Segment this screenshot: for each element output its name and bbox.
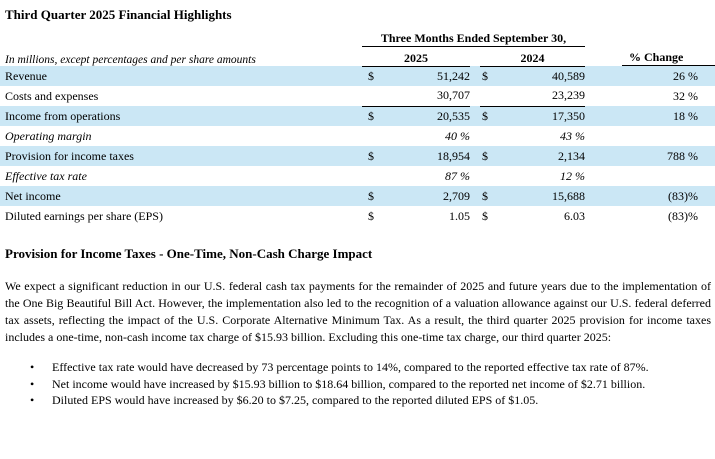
currency-2025: $ bbox=[368, 188, 374, 203]
currency-2024 bbox=[480, 126, 500, 146]
table-header: Three Months Ended September 30, In mill… bbox=[0, 30, 715, 67]
bullet-icon: • bbox=[30, 393, 35, 407]
empty-cell bbox=[0, 30, 362, 46]
spacer bbox=[470, 186, 480, 206]
row-label: Net income bbox=[5, 188, 61, 203]
currency-2025: $ bbox=[368, 208, 374, 223]
currency-2025: $ bbox=[368, 68, 374, 83]
pct-change bbox=[585, 126, 715, 146]
spacer bbox=[470, 106, 480, 126]
period-header: Three Months Ended September 30, bbox=[362, 30, 585, 47]
value-2025: 30,707 bbox=[382, 86, 470, 107]
currency-2025 bbox=[362, 166, 382, 186]
currency-2024 bbox=[480, 166, 500, 186]
currency-2024 bbox=[480, 86, 500, 107]
spacer bbox=[470, 126, 480, 146]
row-net-income: Net income $ 2,709 $ 15,688 (83)% bbox=[0, 186, 715, 206]
bullet-text: Effective tax rate would have decreased … bbox=[52, 360, 649, 374]
row-label: Costs and expenses bbox=[5, 88, 99, 103]
spacer bbox=[470, 166, 480, 186]
currency-2025: $ bbox=[368, 108, 374, 123]
bullet-icon: • bbox=[30, 376, 35, 391]
value-2025: 1.05 bbox=[449, 208, 470, 223]
value-2024: 43 % bbox=[560, 128, 585, 143]
pct-change: (83)% bbox=[668, 208, 698, 223]
value-2024: 40,589 bbox=[552, 68, 585, 83]
value-2024: 17,350 bbox=[552, 108, 585, 123]
row-label: Provision for income taxes bbox=[5, 148, 134, 163]
value-2025: 18,954 bbox=[437, 148, 470, 163]
value-2025: 20,535 bbox=[437, 108, 470, 123]
spacer bbox=[470, 146, 480, 166]
pct-change: (83)% bbox=[668, 188, 698, 203]
pct-change: 18 % bbox=[673, 108, 698, 123]
col-header-pct-change: % Change bbox=[622, 50, 715, 66]
column-header-row: In millions, except percentages and per … bbox=[0, 46, 715, 67]
financial-highlights-table: Three Months Ended September 30, In mill… bbox=[0, 30, 715, 226]
value-2024: 15,688 bbox=[552, 188, 585, 203]
page-title: Third Quarter 2025 Financial Highlights bbox=[5, 7, 232, 22]
row-label: Operating margin bbox=[5, 128, 92, 143]
row-label: Diluted earnings per share (EPS) bbox=[5, 208, 163, 223]
col-header-pct-change-cell: % Change bbox=[585, 46, 715, 66]
currency-2025 bbox=[362, 86, 382, 107]
row-income-from-operations: Income from operations $ 20,535 $ 17,350… bbox=[0, 106, 715, 126]
spacer bbox=[470, 86, 480, 106]
row-costs-and-expenses: Costs and expenses 30,707 23,239 32 % bbox=[0, 86, 715, 107]
bullet-text: Diluted EPS would have increased by $6.2… bbox=[52, 393, 539, 407]
bullet-icon: • bbox=[30, 360, 35, 374]
col-header-2024: 2024 bbox=[480, 46, 585, 67]
currency-2024: $ bbox=[482, 148, 488, 163]
currency-2024: $ bbox=[482, 68, 488, 83]
value-2024: 2,134 bbox=[558, 148, 585, 163]
currency-2025: $ bbox=[368, 148, 374, 163]
value-2024: 23,239 bbox=[500, 86, 585, 107]
section-heading: Provision for Income Taxes - One-Time, N… bbox=[5, 246, 373, 261]
spacer bbox=[470, 46, 480, 66]
bullet-text: Net income would have increased by $15.9… bbox=[52, 376, 646, 391]
row-label: Income from operations bbox=[5, 108, 121, 123]
value-2025: 51,242 bbox=[437, 68, 470, 83]
pct-change bbox=[585, 166, 715, 186]
currency-2024: $ bbox=[482, 208, 488, 223]
row-operating-margin: Operating margin 40 % 43 % bbox=[0, 126, 715, 146]
currency-2024: $ bbox=[482, 108, 488, 123]
spacer bbox=[470, 66, 480, 86]
impact-bullet-list: • Effective tax rate would have decrease… bbox=[0, 359, 715, 409]
row-label: Effective tax rate bbox=[5, 168, 87, 183]
row-provision-for-income-taxes: Provision for income taxes $ 18,954 $ 2,… bbox=[0, 146, 715, 166]
row-effective-tax-rate: Effective tax rate 87 % 12 % bbox=[0, 166, 715, 186]
currency-2024: $ bbox=[482, 188, 488, 203]
value-2025: 2,709 bbox=[443, 188, 470, 203]
pct-change: 32 % bbox=[673, 88, 698, 103]
pct-change: 26 % bbox=[673, 68, 698, 83]
list-item: • Diluted EPS would have increased by $6… bbox=[0, 392, 715, 409]
list-item: • Net income would have increased by $15… bbox=[0, 376, 715, 393]
value-2024: 6.03 bbox=[564, 208, 585, 223]
impact-paragraph: We expect a significant reduction in our… bbox=[5, 279, 711, 344]
row-diluted-eps: Diluted earnings per share (EPS) $ 1.05 … bbox=[0, 206, 715, 226]
units-note: In millions, except percentages and per … bbox=[5, 54, 256, 66]
value-2025: 40 % bbox=[445, 128, 470, 143]
value-2024: 12 % bbox=[560, 168, 585, 183]
row-label: Revenue bbox=[5, 68, 47, 83]
list-item: • Effective tax rate would have decrease… bbox=[0, 359, 715, 376]
pct-change: 788 % bbox=[667, 148, 698, 163]
row-revenue: Revenue $ 51,242 $ 40,589 26 % bbox=[0, 66, 715, 86]
spacer bbox=[470, 206, 480, 226]
empty-cell bbox=[585, 30, 715, 46]
currency-2025 bbox=[362, 126, 382, 146]
value-2025: 87 % bbox=[445, 168, 470, 183]
col-header-2025: 2025 bbox=[362, 46, 470, 67]
period-header-row: Three Months Ended September 30, bbox=[0, 30, 715, 47]
